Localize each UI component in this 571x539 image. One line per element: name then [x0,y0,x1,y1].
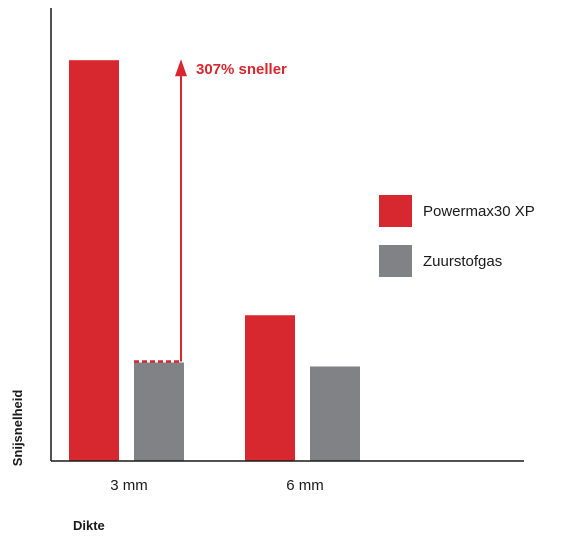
x-tick-label: 3 mm [110,477,148,494]
bar-powermax30-xp-0 [69,60,119,461]
bar-powermax30-xp-1 [245,315,295,461]
x-tick-label: 6 mm [286,477,324,494]
legend-label: Powermax30 XP [423,203,535,220]
annotation-layer: 307% sneller [134,59,287,363]
legend-label: Zuurstofgas [423,253,502,270]
legend-swatch [379,195,412,227]
annotation-arrow-head [175,59,187,77]
x-axis-title: Dikte [73,518,105,533]
bars-layer [69,60,360,461]
legend: Powermax30 XP Zuurstofgas [379,195,535,277]
y-axis-title: Snijsnelheid [10,390,25,467]
x-tick-labels: 3 mm 6 mm [110,477,324,494]
bar-zuurstofgas-1 [310,366,360,461]
legend-swatch [379,245,412,277]
annotation-label: 307% sneller [196,61,287,78]
bar-zuurstofgas-0 [134,362,184,461]
